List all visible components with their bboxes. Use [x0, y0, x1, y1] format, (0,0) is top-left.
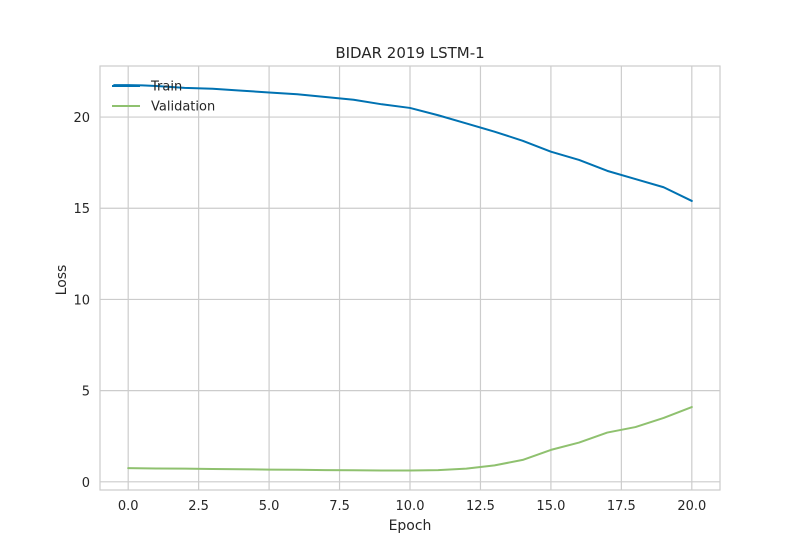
y-tick-label: 0	[82, 476, 90, 491]
x-tick-label: 2.5	[188, 499, 209, 514]
chart-title: BIDAR 2019 LSTM-1	[335, 44, 484, 62]
series-line-validation	[127, 406, 693, 472]
x-tick-label: 20.0	[677, 499, 706, 514]
y-tick-label: 15	[73, 202, 90, 217]
legend-label-validation: Validation	[151, 100, 215, 115]
x-tick-label: 0.0	[118, 499, 139, 514]
x-tick-label: 17.5	[607, 499, 636, 514]
y-axis-ticks: 0 5 10 15 20	[73, 111, 90, 491]
x-tick-label: 10.0	[396, 499, 425, 514]
plot-area-frame	[99, 65, 721, 491]
series-line-train	[113, 84, 693, 202]
x-tick-label: 5.0	[259, 499, 280, 514]
y-axis-label: Loss	[54, 265, 70, 296]
y-tick-label: 20	[73, 111, 90, 126]
y-tick-label: 10	[73, 293, 90, 308]
x-tick-label: 12.5	[466, 499, 495, 514]
x-tick-label: 15.0	[536, 499, 565, 514]
legend-label-train: Train	[150, 80, 182, 95]
legend: Train Validation	[112, 80, 215, 115]
x-axis-label: Epoch	[389, 518, 432, 534]
series-lines	[113, 84, 693, 472]
y-tick-label: 5	[82, 385, 90, 400]
x-tick-label: 7.5	[329, 499, 350, 514]
grid	[100, 66, 720, 490]
x-axis-ticks: 0.0 2.5 5.0 7.5 10.0 12.5 15.0 17.5 20.0	[118, 499, 706, 514]
